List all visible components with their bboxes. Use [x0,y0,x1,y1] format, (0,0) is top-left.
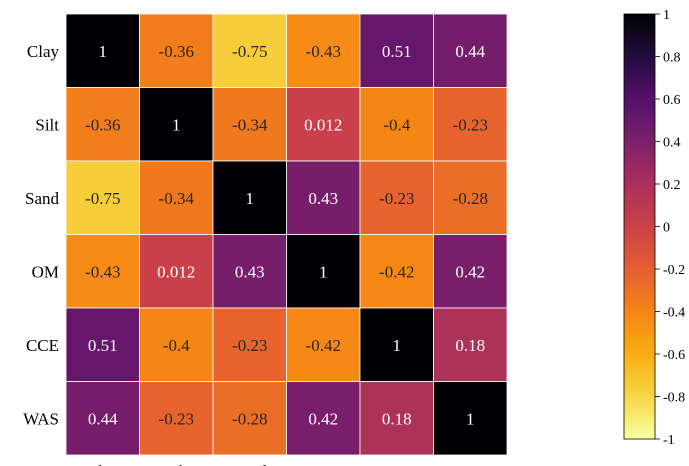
heatmap-cell [433,160,508,235]
heatmap-cell-label: -0.34 [232,115,268,134]
heatmap-cell-label: 0.51 [382,42,412,61]
y-tick-label: Clay [27,42,60,61]
colorbar-tick-label: -1 [663,433,675,448]
x-tick-label: OM [310,462,337,466]
heatmap-cell [212,160,287,235]
x-tick-label: Sand [233,462,268,466]
heatmap-cell-label: 1 [246,189,255,208]
heatmap-cell [359,307,434,382]
x-tick-label: Silt [164,462,188,466]
colorbar-tick-label: 0 [663,221,670,236]
heatmap-cell-label: -0.23 [453,115,488,134]
colorbar-tick-label: 0.4 [663,136,681,151]
heatmap-cell-label: -0.23 [232,336,267,355]
colorbar-tick-label: -0.8 [663,391,685,406]
heatmap-cell-label: -0.34 [159,189,195,208]
y-tick-label: Sand [25,189,60,208]
heatmap-cell [212,307,287,382]
heatmap-cell [65,13,140,88]
colorbar-tick-label: -0.6 [663,348,685,363]
heatmap-cell-label: 0.42 [308,409,338,428]
heatmap-cell-label: 0.42 [455,262,485,281]
x-tick-label: CCE [380,462,413,466]
y-axis-tick-labels: Clay Silt Sand OM CCE WAS [23,42,59,429]
heatmap-cell [359,13,434,88]
heatmap-cell-label: 0.51 [88,336,118,355]
heatmap-cell [139,234,214,309]
heatmap-cell [433,87,508,162]
heatmap-cell-label: -0.23 [159,409,194,428]
heatmap-cell-label: -0.36 [85,115,120,134]
heatmap-cell-label: -0.36 [159,42,194,61]
heatmap-cell [433,307,508,382]
x-tick-label: Clay [87,462,120,466]
heatmap-cells [65,13,508,456]
colorbar-tick-label: -0.4 [663,306,685,321]
heatmap-cell-label: 0.43 [235,262,265,281]
x-tick-label: WAS [452,462,488,466]
heatmap-cell [212,13,287,88]
heatmap-cell-label: 0.18 [455,336,485,355]
colorbar: 1 0.8 0.6 0.4 0.2 0 -0.2 -0.4 -0.6 -0.8 -1 [623,8,685,448]
heatmap-cell [286,87,361,162]
heatmap-cell-label: -0.4 [163,336,190,355]
heatmap-cell [65,234,140,309]
heatmap-cell [286,160,361,235]
heatmap-cell-label: 1 [319,262,328,281]
heatmap-cell [286,307,361,382]
colorbar-tick-label: 0.8 [663,51,681,66]
heatmap-cell-label: -0.43 [85,262,120,281]
heatmap-cell [139,13,214,88]
heatmap-cell [286,13,361,88]
heatmap-cell-label: -0.75 [232,42,267,61]
heatmap-cell [65,160,140,235]
heatmap-cell [212,234,287,309]
y-tick-label: OM [32,262,59,281]
heatmap-cell-label: 0.44 [88,409,118,428]
y-tick-label: CCE [26,336,59,355]
heatmap-cell [139,160,214,235]
heatmap-cell [139,87,214,162]
colorbar-tick-label: 0.6 [663,93,681,108]
heatmap-cell-label: 1 [466,409,475,428]
y-tick-label: Silt [35,115,59,134]
heatmap-cell-label: 0.43 [308,189,338,208]
heatmap-cell [433,234,508,309]
heatmap-cell [286,381,361,456]
heatmap-cell-label: -0.75 [85,189,120,208]
heatmap-cell-label: 0.012 [157,262,195,281]
heatmap-cell-label: 1 [393,336,402,355]
heatmap-cell [65,381,140,456]
heatmap-cell-label: 0.012 [304,115,342,134]
heatmap-cell [65,307,140,382]
heatmap-cell-label: -0.23 [379,189,414,208]
colorbar-tick-label: 1 [663,8,670,23]
heatmap-cell-label: -0.43 [306,42,341,61]
y-tick-label: WAS [23,409,59,428]
colorbar-tick-label: 0.2 [663,178,681,193]
heatmap-cell-label: 0.44 [455,42,485,61]
heatmap-cell [433,13,508,88]
heatmap-cell [359,381,434,456]
x-axis-tick-labels: Clay Silt Sand OM CCE WAS [87,462,489,466]
heatmap-cell [286,234,361,309]
heatmap-cell [433,381,508,456]
heatmap-cell-label: -0.42 [379,262,414,281]
heatmap-cell [359,234,434,309]
heatmap-cell-label: 1 [99,42,108,61]
heatmap-cell-label: 0.18 [382,409,412,428]
heatmap-cell-label: -0.4 [383,115,410,134]
heatmap-cell-labels: 1 -0.36 -0.75 -0.43 0.51 0.44 -0.36 1 -0.34 0.012… [85,42,488,429]
heatmap-cell-label: -0.28 [453,189,488,208]
heatmap-cell-label: 1 [172,115,181,134]
heatmap-cell [359,160,434,235]
heatmap-cell-label: -0.42 [306,336,341,355]
colorbar-bar [623,13,656,440]
heatmap-cell-label: -0.28 [232,409,267,428]
colorbar-tick-label: -0.2 [663,263,685,278]
